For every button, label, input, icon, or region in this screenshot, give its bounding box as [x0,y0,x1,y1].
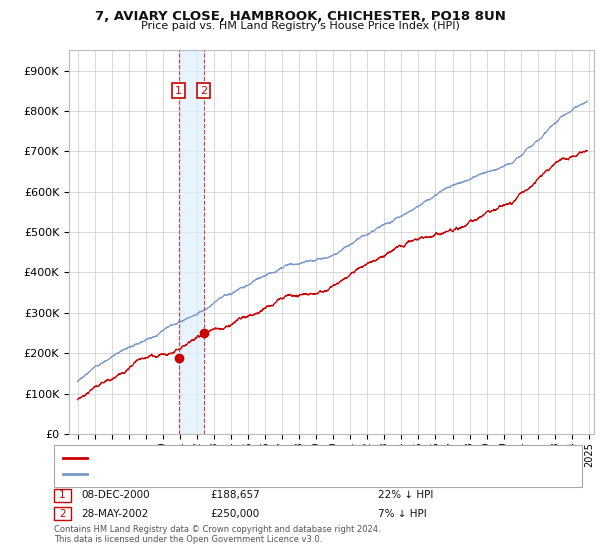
Text: £250,000: £250,000 [210,508,259,519]
Text: £188,657: £188,657 [210,490,260,500]
Text: 1: 1 [59,490,66,500]
Bar [179,50,204,434]
Text: 1: 1 [175,86,182,96]
Text: 22% ↓ HPI: 22% ↓ HPI [378,490,433,500]
Text: Contains HM Land Registry data © Crown copyright and database right 2024.
This d: Contains HM Land Registry data © Crown c… [54,525,380,544]
Text: 08-DEC-2000: 08-DEC-2000 [81,490,149,500]
Text: HPI: Average price, detached house, Chichester: HPI: Average price, detached house, Chic… [93,470,320,479]
Text: 2: 2 [200,86,208,96]
Text: 28-MAY-2002: 28-MAY-2002 [81,508,148,519]
Text: 2: 2 [59,508,66,519]
Text: Price paid vs. HM Land Registry's House Price Index (HPI): Price paid vs. HM Land Registry's House … [140,21,460,31]
Text: 7% ↓ HPI: 7% ↓ HPI [378,508,427,519]
Text: 7, AVIARY CLOSE, HAMBROOK, CHICHESTER, PO18 8UN (detached house): 7, AVIARY CLOSE, HAMBROOK, CHICHESTER, P… [93,453,440,462]
Text: 7, AVIARY CLOSE, HAMBROOK, CHICHESTER, PO18 8UN: 7, AVIARY CLOSE, HAMBROOK, CHICHESTER, P… [95,10,505,22]
